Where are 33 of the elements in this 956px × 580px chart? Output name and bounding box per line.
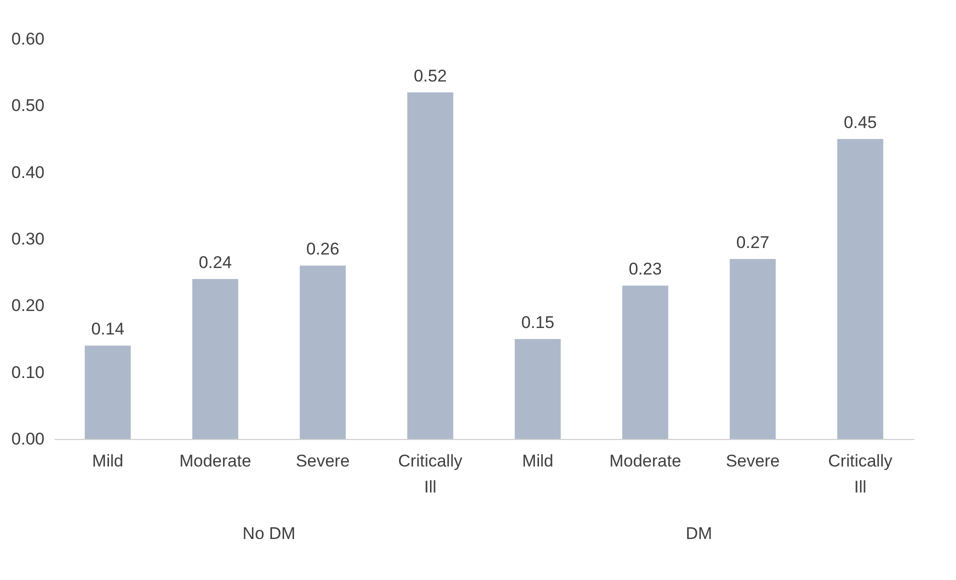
data-label: 0.14 <box>91 320 124 339</box>
bar <box>514 339 561 439</box>
data-label: 0.27 <box>736 233 770 252</box>
bar <box>300 266 346 439</box>
data-label: 0.52 <box>414 66 447 86</box>
data-label: 0.15 <box>521 313 554 332</box>
bar <box>730 259 776 439</box>
x-tick-label: Moderate <box>179 452 252 470</box>
y-tick-label: 0.30 <box>11 230 44 248</box>
data-label: 0.26 <box>306 240 340 259</box>
x-tick-label: Mild <box>522 452 554 470</box>
y-tick-label: 0.10 <box>11 362 44 382</box>
y-tick-label: 0.50 <box>11 96 44 116</box>
text: No DM <box>242 524 296 543</box>
y-tick-label: 0.60 <box>11 30 44 48</box>
y-tick-label: 0.40 <box>11 162 44 182</box>
data-label: 0.45 <box>844 113 877 132</box>
x-tick-label: Severe <box>726 452 780 470</box>
data-label: 0.24 <box>198 253 232 272</box>
x-tick-label: Severe <box>296 452 350 470</box>
x-tick-label: Moderate <box>609 452 682 470</box>
x-tick-label: Critically Ill <box>828 452 893 496</box>
data-label: 0.23 <box>628 260 662 279</box>
bar <box>622 286 668 439</box>
bar <box>407 92 454 439</box>
bar <box>837 139 884 439</box>
bar <box>192 279 238 439</box>
x-tick-label: Mild <box>92 452 124 470</box>
y-tick-label: 0.00 <box>11 430 44 448</box>
y-tick-label: 0.20 <box>11 296 44 316</box>
bar <box>84 346 131 439</box>
x-tick-label: Critically Ill <box>398 452 463 496</box>
text: DM <box>686 524 712 543</box>
